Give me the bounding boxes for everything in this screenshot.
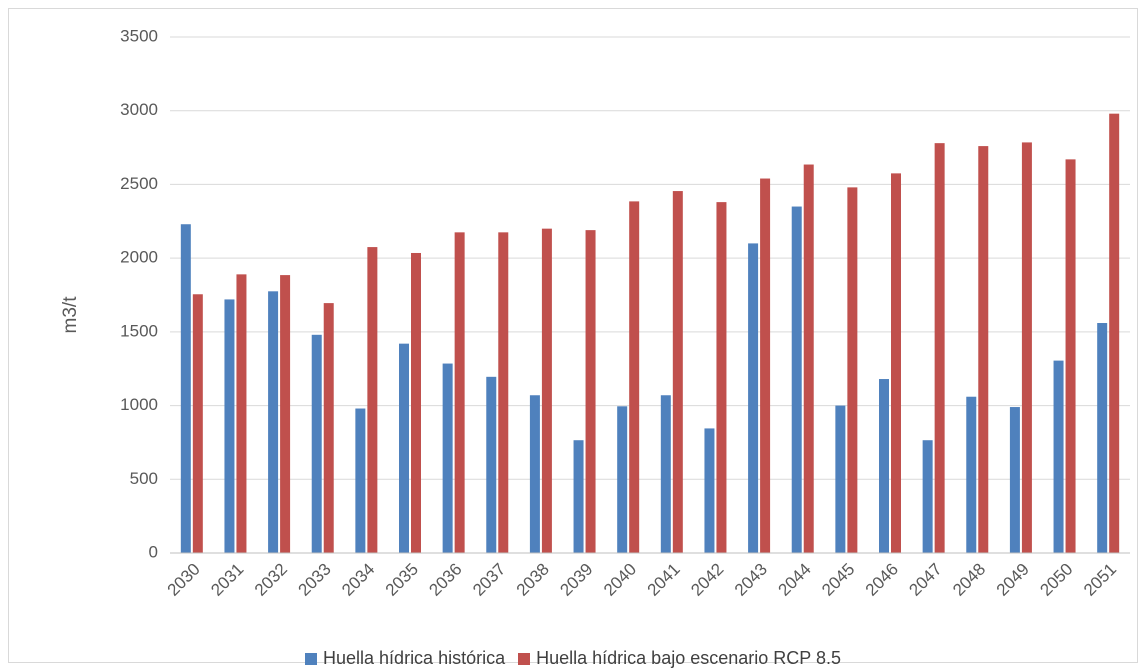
bar-series-0-2051 [1097, 323, 1108, 553]
bar-series-1-2031 [236, 274, 247, 553]
bar-series-0-2047 [922, 440, 933, 553]
bar-series-1-2035 [411, 252, 421, 554]
y-tick-label: 2500 [120, 174, 158, 193]
bar-series-0-2041 [660, 395, 671, 553]
y-tick-label: 1500 [120, 321, 158, 340]
bar-series-0-2032 [268, 291, 279, 553]
bar-series-1-2044 [803, 164, 814, 554]
legend: Huella hídrica histórica Huella hídrica … [0, 648, 1146, 670]
bar-series-1-2033 [323, 303, 334, 553]
bar-series-1-2040 [629, 201, 640, 553]
bar-series-0-2043 [748, 243, 759, 553]
bar-series-1-2030 [192, 294, 203, 553]
x-tick-label: 2045 [818, 560, 858, 600]
y-tick-label: 1000 [120, 395, 158, 414]
bar-series-1-2051 [1109, 113, 1120, 554]
bar-series-0-2045 [835, 405, 846, 553]
bars [180, 113, 1120, 554]
y-axis-title: m3/t [60, 296, 81, 334]
x-tick-label: 2031 [207, 560, 247, 600]
bar-series-0-2048 [966, 396, 977, 553]
bar-series-0-2038 [529, 395, 540, 553]
x-tick-label: 2038 [513, 560, 553, 600]
y-tick-label: 3500 [120, 26, 158, 45]
legend-label-rcp85: Huella hídrica bajo escenario RCP 8.5 [536, 648, 841, 668]
bar-series-0-2033 [311, 334, 322, 553]
bar-series-0-2031 [224, 299, 235, 553]
x-tick-label: 2030 [164, 560, 204, 600]
x-tick-label: 2049 [993, 560, 1033, 600]
x-tick-label: 2044 [775, 560, 815, 600]
x-tick-label: 2041 [644, 560, 684, 600]
x-tick-label: 2035 [382, 560, 422, 600]
x-tick-label: 2050 [1036, 560, 1076, 600]
legend-label-historica: Huella hídrica histórica [323, 648, 506, 668]
x-tick-label: 2039 [556, 560, 596, 600]
x-tick-label: 2040 [600, 560, 640, 600]
bar-series-0-2036 [442, 363, 453, 553]
x-tick-label: 2033 [295, 560, 335, 600]
x-tick-labels: 2030 2031 2032 2033 2034 2035 2036 2037 2038 2039… [164, 560, 1121, 600]
x-tick-label: 2037 [469, 560, 509, 600]
bar-series-0-2037 [486, 376, 497, 553]
bar-series-1-2050 [1065, 159, 1076, 553]
bar-series-0-2039 [573, 440, 584, 553]
bar-series-1-2037 [498, 232, 509, 554]
x-tick-label: 2034 [338, 560, 378, 600]
bar-series-0-2049 [1009, 407, 1020, 553]
bar-series-1-2047 [934, 143, 945, 554]
bar-series-0-2030 [180, 224, 191, 553]
bar-series-1-2049 [1021, 142, 1032, 553]
y-tick-label: 2000 [120, 248, 158, 267]
bar-series-1-2042 [716, 202, 727, 553]
x-tick-label: 2036 [425, 560, 465, 600]
legend-swatch-historica [305, 652, 318, 665]
bar-series-0-2035 [399, 343, 409, 553]
bar-series-0-2034 [355, 408, 366, 553]
legend-item-historica: Huella hídrica histórica [305, 648, 505, 669]
x-tick-label: 2032 [251, 560, 291, 600]
x-tick-label: 2047 [905, 560, 945, 600]
bar-series-0-2046 [879, 379, 889, 553]
bar-series-0-2040 [617, 406, 628, 553]
bar-series-1-2038 [541, 228, 552, 553]
bar-series-0-2050 [1053, 360, 1064, 553]
x-tick-label: 2042 [687, 560, 727, 600]
bar-series-1-2032 [280, 275, 291, 553]
x-tick-label: 2051 [1080, 560, 1120, 600]
y-tick-label: 3000 [120, 100, 158, 119]
bar-series-1-2043 [760, 178, 771, 553]
bar-series-1-2045 [847, 187, 858, 553]
legend-item-rcp85: Huella hídrica bajo escenario RCP 8.5 [518, 648, 841, 669]
bar-series-1-2048 [978, 146, 989, 553]
y-tick-label: 500 [130, 469, 158, 488]
bar-series-1-2039 [585, 230, 596, 554]
bar-series-0-2044 [791, 206, 802, 554]
x-tick-label: 2043 [731, 560, 771, 600]
bar-series-0-2042 [704, 428, 715, 553]
x-tick-label: 2046 [862, 560, 902, 600]
bar-series-1-2034 [367, 247, 378, 554]
bar-series-1-2046 [891, 173, 901, 553]
y-tick-labels: 0 500 1000 1500 2000 2500 3000 3500 [120, 26, 158, 561]
y-tick-label: 0 [149, 542, 158, 561]
legend-swatch-rcp85 [518, 652, 531, 665]
x-tick-label: 2048 [949, 560, 989, 600]
bar-series-1-2036 [454, 232, 465, 554]
bar-series-1-2041 [672, 191, 683, 553]
